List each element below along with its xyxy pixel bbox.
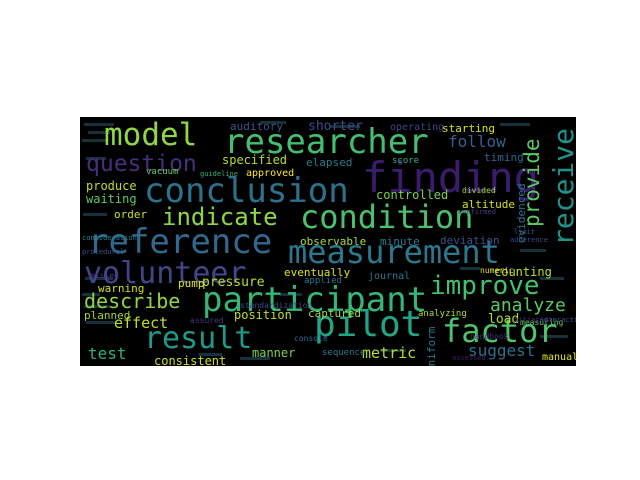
noise-mark: [83, 213, 107, 216]
noise-mark: [82, 139, 108, 142]
word: suggest: [468, 341, 536, 360]
word: describe: [84, 289, 181, 313]
word: finding: [362, 153, 540, 202]
word: volunteer: [84, 256, 247, 291]
word: effect: [114, 314, 169, 332]
word: console: [294, 334, 328, 343]
word: elapsed: [306, 156, 353, 169]
noise-mark: [500, 123, 530, 126]
word: specified: [222, 153, 288, 167]
word: vacuum: [146, 167, 179, 177]
word: procedural: [82, 248, 125, 256]
word: warning: [98, 282, 145, 295]
word: limit: [514, 228, 536, 236]
word: consideration: [82, 234, 137, 242]
word: standardization: [240, 301, 313, 310]
word: analyzing: [418, 309, 467, 319]
word: guideline: [200, 170, 238, 178]
noise-mark: [86, 157, 106, 160]
word: eventually: [284, 266, 351, 279]
word: handbook: [470, 332, 509, 341]
word: indicate: [162, 203, 278, 231]
word: condition: [300, 198, 474, 236]
noise-mark: [260, 121, 286, 124]
word: pilot: [314, 304, 423, 345]
noise-mark: [380, 349, 406, 352]
word: pump: [178, 277, 205, 290]
noise-mark: [520, 249, 546, 252]
word: counting: [494, 265, 552, 279]
word: deviation: [440, 234, 500, 247]
word: approved: [246, 168, 295, 179]
word: participant: [202, 280, 428, 320]
word: uniform: [425, 326, 438, 366]
word: shorter: [308, 119, 363, 134]
word: controlled: [376, 188, 449, 202]
word: minute: [380, 235, 420, 248]
word: observable: [300, 235, 367, 248]
word: confirmed: [458, 208, 496, 216]
word: researcher: [224, 122, 429, 162]
word: waiting: [86, 192, 137, 206]
noise-mark: [84, 305, 110, 308]
noise-mark: [88, 131, 110, 134]
noise-mark: [198, 353, 222, 356]
word: captured: [308, 307, 361, 320]
noise-mark: [540, 335, 568, 338]
word: interaction: [540, 316, 576, 324]
noise-mark: [82, 293, 100, 296]
noise-mark: [540, 277, 564, 280]
word: starting: [442, 122, 495, 135]
word: assessed: [452, 354, 486, 362]
noise-mark: [460, 267, 480, 270]
word: load: [488, 312, 520, 327]
word: journal: [368, 271, 411, 282]
word: model: [104, 117, 198, 153]
word: adherence: [510, 236, 548, 244]
word: manual: [542, 352, 576, 363]
word: position: [234, 308, 292, 322]
word: measurement: [288, 233, 500, 271]
word-cloud: model researcher finding receive questio…: [80, 117, 576, 366]
word: auditory: [230, 120, 283, 133]
word: reference: [88, 222, 273, 262]
word: receive: [547, 127, 576, 246]
word: altitude: [462, 198, 515, 211]
noise-mark: [86, 321, 116, 324]
word: operating: [390, 122, 445, 133]
word: initiated: [510, 316, 548, 324]
word: follow: [448, 132, 506, 151]
noise-mark: [330, 125, 360, 128]
word: planned: [84, 309, 131, 322]
word: timing: [484, 151, 524, 164]
word: measuring: [520, 318, 564, 327]
noise-mark: [240, 357, 270, 360]
noise-mark: [85, 277, 113, 280]
word: missed: [90, 271, 119, 280]
word: manner: [252, 346, 296, 360]
word: question: [86, 151, 197, 177]
word: divided: [462, 186, 496, 195]
noise-mark: [84, 123, 114, 126]
word: applied: [304, 276, 342, 286]
word: consistent: [154, 354, 227, 366]
word: pressure: [202, 275, 265, 290]
word: test: [88, 344, 127, 363]
word: numeric: [480, 266, 514, 275]
word: metric: [362, 344, 417, 362]
word: conclusion: [144, 171, 349, 211]
word: sequence: [322, 348, 366, 358]
word: produce: [86, 179, 137, 193]
word: assured: [190, 316, 224, 325]
word: result: [144, 321, 253, 356]
word: analyze: [490, 295, 566, 316]
word: score: [392, 156, 420, 166]
word: factor: [442, 312, 558, 350]
word: improve: [430, 271, 540, 301]
noise-mark: [280, 293, 302, 296]
word: order: [114, 208, 148, 221]
